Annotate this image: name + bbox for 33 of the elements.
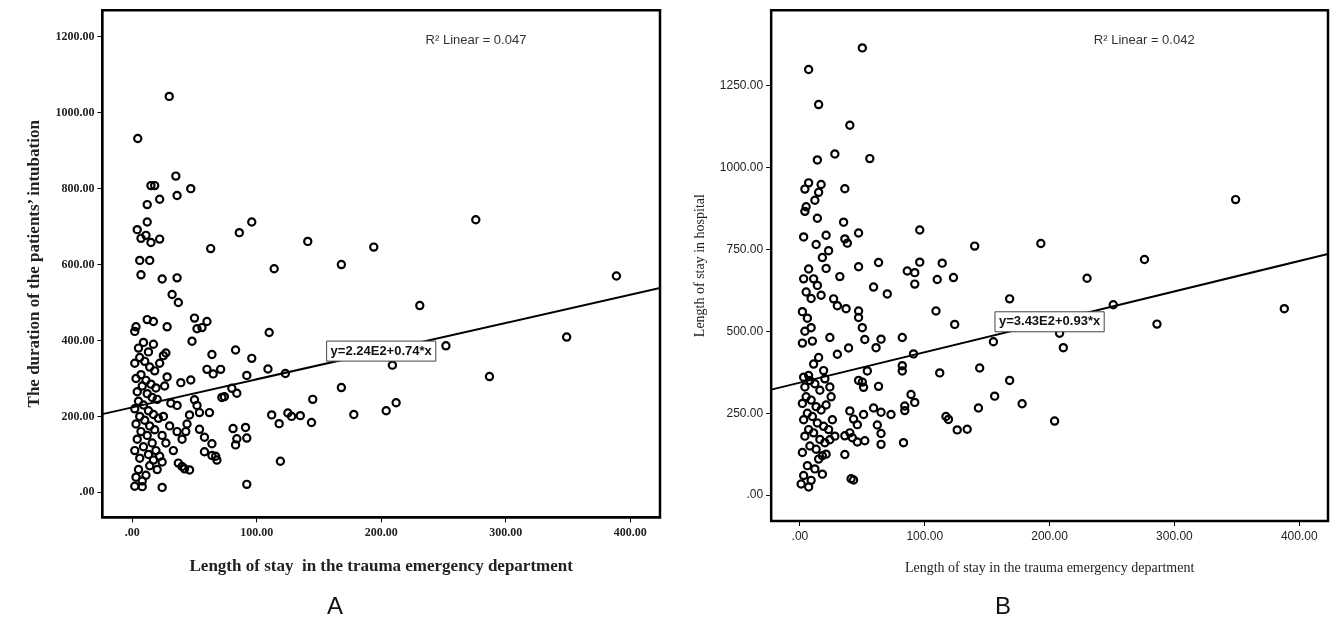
x-axis-title: Length of stay in the trauma emergency department <box>189 556 574 576</box>
annotation: R² Linear = 0.047 <box>425 31 527 47</box>
y-tick-label: 500.00 <box>726 323 764 338</box>
y-tick-label: 1000.00 <box>55 104 95 119</box>
text: A <box>326 592 344 620</box>
y-tick-label: 250.00 <box>726 405 764 420</box>
y-axis-title: The duration of the patients’ intubation <box>23 119 43 408</box>
y-tick-label: .00 <box>79 484 95 499</box>
y-tick-label: 750.00 <box>726 241 764 256</box>
x-tick-label: 300.00 <box>489 524 523 539</box>
y-tick-label: 1200.00 <box>55 28 95 43</box>
y-tick-label: 200.00 <box>61 408 95 423</box>
x-tick-label: 400.00 <box>613 524 647 539</box>
x-tick-label: .00 <box>791 528 809 543</box>
text: B <box>994 592 1012 620</box>
x-axis-title: Length of stay in the trauma emergency department <box>904 560 1195 576</box>
x-tick-label: 100.00 <box>240 524 274 539</box>
x-tick-label: 200.00 <box>364 524 398 539</box>
x-tick-label: 400.00 <box>1280 528 1318 543</box>
y-tick-label: .00 <box>746 487 764 502</box>
annotation: y=2.24E2+0.74*x <box>330 342 433 358</box>
y-tick-label: 1250.00 <box>719 77 764 92</box>
y-tick-label: 400.00 <box>61 332 95 347</box>
x-tick-label: 100.00 <box>906 528 944 543</box>
x-tick-label: .00 <box>124 524 140 539</box>
y-tick-label: 600.00 <box>61 256 95 271</box>
x-tick-label: 300.00 <box>1156 528 1194 543</box>
annotation: R² Linear = 0.042 <box>1093 31 1195 47</box>
y-tick-label: 1000.00 <box>719 159 764 174</box>
y-axis-title: Length of stay in hospital <box>692 193 708 338</box>
annotation: y=3.43E2+0.93*x <box>998 313 1101 329</box>
y-tick-label: 800.00 <box>61 180 95 195</box>
x-tick-label: 200.00 <box>1031 528 1069 543</box>
